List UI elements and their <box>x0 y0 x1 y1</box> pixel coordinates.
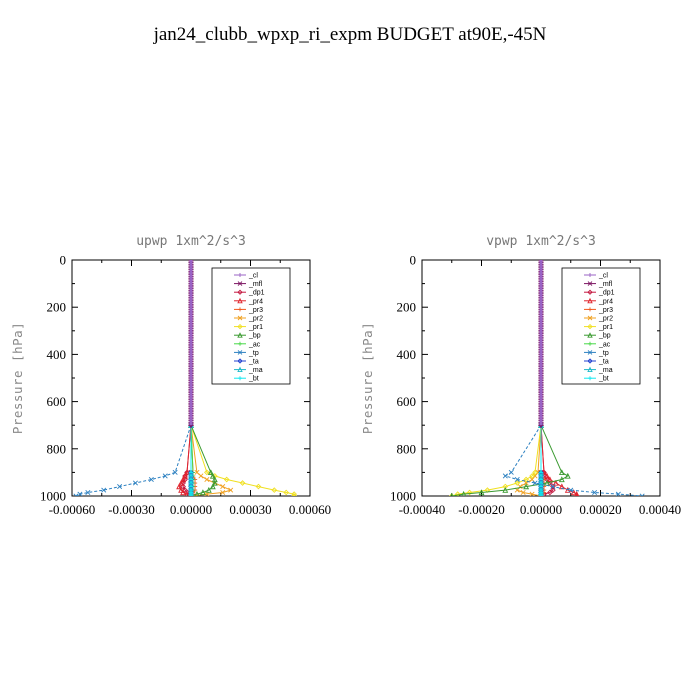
legend-marker <box>587 366 593 373</box>
y-axis-label: Pressure [hPa] <box>360 322 375 434</box>
legend-label: _pr1 <box>248 324 263 331</box>
y-tick-label: 0 <box>60 253 67 268</box>
legend-marker <box>237 323 243 330</box>
legend-marker <box>587 350 593 355</box>
x-tick-label: 0.00000 <box>170 502 212 517</box>
series-line-pr2 <box>190 425 233 496</box>
series-group <box>73 260 297 496</box>
legend-marker <box>588 307 592 312</box>
legend-marker <box>237 297 243 304</box>
legend-marker <box>237 366 243 373</box>
y-tick-label: 600 <box>397 394 417 409</box>
legend-label: _pr2 <box>248 316 263 323</box>
legend-marker <box>587 332 593 338</box>
legend-label: _cl <box>248 273 258 280</box>
legend-box <box>211 267 291 385</box>
legend-label: _pr4 <box>248 298 263 305</box>
series-group <box>448 260 645 496</box>
panel-upwp: upwp 1xm^2/s^3 Pressure [hPa] 0 200 400 600 80… <box>10 234 331 517</box>
x-tick-label: -0.00040 <box>399 502 446 517</box>
series-line-tp <box>75 425 192 496</box>
panel-vpwp: vpwp 1xm^2/s^3 Pressure [hPa] 0 200 400 600 80… <box>360 234 681 517</box>
legend-marker <box>237 289 243 295</box>
x-tick-label: 0.00040 <box>639 502 681 517</box>
legend-marker <box>237 358 243 364</box>
legend-label: _dp1 <box>248 290 265 297</box>
legend-label: _ac <box>248 341 261 348</box>
panel-title: upwp 1xm^2/s^3 <box>136 234 246 249</box>
legend-label: _mfl <box>598 281 613 288</box>
series-line-tp <box>504 424 643 496</box>
legend-label: _pr1 <box>598 324 613 331</box>
legend-marker <box>588 341 592 346</box>
legend-marker <box>587 297 593 304</box>
panel-title: vpwp 1xm^2/s^3 <box>486 234 596 249</box>
legend-label: _tp <box>598 350 609 357</box>
legend-marker <box>588 273 592 277</box>
legend-marker <box>587 315 593 321</box>
legend-marker <box>237 332 243 338</box>
legend-label: _mfl <box>248 281 263 288</box>
x-tick-label: -0.00060 <box>49 502 96 517</box>
legend-marker <box>587 281 593 286</box>
x-tick-label: 0.00020 <box>579 502 621 517</box>
legend-marker <box>237 350 243 355</box>
legend-label: _ta <box>598 359 609 366</box>
legend-marker <box>587 358 593 364</box>
legend-label: _pr4 <box>598 298 613 305</box>
legend-label: _ma <box>248 367 263 374</box>
y-tick-label: 400 <box>47 347 67 362</box>
legend-label: _ac <box>598 341 611 348</box>
x-tick-label: -0.00020 <box>458 502 505 517</box>
y-tick-label: 800 <box>397 441 417 456</box>
x-tick-label: 0.00000 <box>520 502 562 517</box>
legend-marker <box>237 315 243 321</box>
legend-label: _bt <box>248 376 259 383</box>
legend-marker <box>238 376 242 381</box>
legend-label: _pr3 <box>598 307 613 314</box>
legend-label: _tp <box>248 350 259 357</box>
series-markers-pr1 <box>188 422 297 496</box>
legend-marker <box>588 376 592 381</box>
legend-label: _pr2 <box>598 316 613 323</box>
y-tick-label: 800 <box>47 441 67 456</box>
y-tick-label: 1000 <box>390 489 416 504</box>
legend-label: _ta <box>248 359 259 366</box>
legend-marker <box>587 289 593 295</box>
legend-label: _dp1 <box>598 290 615 297</box>
legend-label: _cl <box>598 273 608 280</box>
figure-title: jan24_clubb_wpxp_ri_expm BUDGET at90E,-4… <box>153 24 547 45</box>
series-markers-pr1 <box>448 422 544 496</box>
x-tick-label: 0.00060 <box>289 502 331 517</box>
y-tick-label: 600 <box>47 394 67 409</box>
y-axis-label: Pressure [hPa] <box>10 322 25 434</box>
legend-label: _bp <box>598 333 611 340</box>
series-markers-tp <box>73 422 194 496</box>
legend-marker <box>237 281 243 286</box>
legend-box <box>561 267 641 385</box>
legend-marker <box>587 323 593 330</box>
legend-marker <box>238 273 242 277</box>
y-tick-label: 1000 <box>40 489 66 504</box>
legend-label: _pr3 <box>248 307 263 314</box>
y-tick-label: 400 <box>397 347 417 362</box>
legend-label: _bp <box>248 333 261 340</box>
y-tick-label: 200 <box>397 300 417 315</box>
x-tick-label: -0.00030 <box>108 502 155 517</box>
y-tick-label: 0 <box>410 253 417 268</box>
legend: _cl_mfl_dp1_pr4_pr3_pr2_pr1_bp_ac_tp_ta_… <box>211 267 291 385</box>
y-tick-label: 200 <box>47 300 67 315</box>
legend-marker <box>238 341 242 346</box>
legend-marker <box>238 307 242 312</box>
legend-label: _bt <box>598 376 609 383</box>
series-line-pr1 <box>451 425 542 496</box>
legend-label: _ma <box>598 367 613 374</box>
x-tick-label: 0.00030 <box>229 502 271 517</box>
legend: _cl_mfl_dp1_pr4_pr3_pr2_pr1_bp_ac_tp_ta_… <box>561 267 641 385</box>
